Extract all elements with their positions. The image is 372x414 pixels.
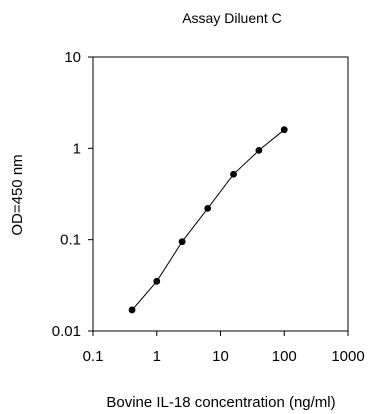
chart-title: Assay Diluent C <box>182 10 282 26</box>
data-point <box>128 306 136 314</box>
series-layer <box>128 126 288 314</box>
plot-area-frame <box>92 56 349 332</box>
x-tick-label: 0.1 <box>83 348 104 365</box>
y-tick-label: 0.01 <box>52 323 81 340</box>
data-point <box>280 126 288 134</box>
x-tick-label: 1 <box>153 348 161 365</box>
data-point <box>178 238 186 246</box>
y-axis-title: OD=450 nm <box>9 154 26 235</box>
x-tick-label: 100 <box>272 348 297 365</box>
data-point <box>230 170 237 178</box>
y-tick-label: 10 <box>64 49 81 66</box>
data-point <box>255 146 263 154</box>
y-tick-label: 0.1 <box>60 232 81 249</box>
x-tick-label: 10 <box>212 348 229 365</box>
y-tick-label: 1 <box>73 140 81 157</box>
data-point <box>153 277 161 285</box>
x-tick-label: 1000 <box>331 348 364 365</box>
x-axis-title: Bovine IL-18 concentration (ng/ml) <box>106 394 335 411</box>
data-point <box>204 204 212 212</box>
